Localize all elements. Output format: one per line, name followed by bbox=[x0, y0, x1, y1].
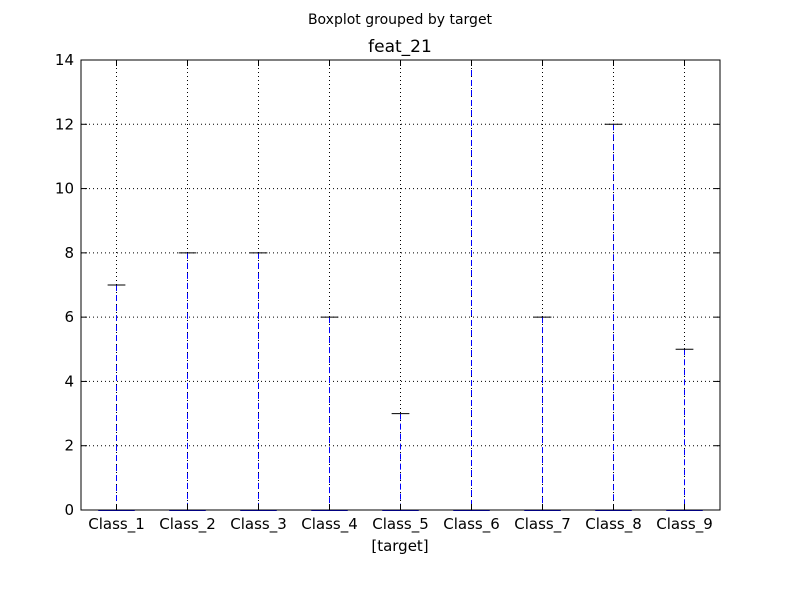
y-tick-label: 10 bbox=[55, 180, 74, 198]
x-tick-label: Class_5 bbox=[372, 515, 429, 534]
x-tick-label: Class_7 bbox=[514, 515, 571, 534]
y-tick-label: 6 bbox=[64, 308, 74, 326]
x-tick-label: Class_4 bbox=[301, 515, 358, 534]
y-tick-label: 14 bbox=[55, 51, 74, 69]
y-tick-label: 0 bbox=[64, 501, 74, 519]
x-tick-label: Class_9 bbox=[656, 515, 713, 534]
x-tick-label: Class_8 bbox=[585, 515, 642, 534]
y-tick-label: 8 bbox=[64, 244, 74, 262]
y-tick-label: 4 bbox=[64, 372, 74, 390]
y-tick-label: 12 bbox=[55, 115, 74, 133]
x-tick-label: Class_2 bbox=[159, 515, 216, 534]
box-series bbox=[98, 59, 703, 511]
chart-title: feat_21 bbox=[368, 37, 432, 57]
x-tick-label: Class_6 bbox=[443, 515, 500, 534]
x-tick-label: Class_1 bbox=[88, 515, 145, 534]
chart-suptitle: Boxplot grouped by target bbox=[308, 12, 493, 28]
y-tick-label: 2 bbox=[64, 437, 74, 455]
grid-lines bbox=[81, 59, 720, 511]
x-tick-label: Class_3 bbox=[230, 515, 287, 534]
axis-ticks: 0 2 4 6 8 10 12 14 Class_1 Class_2 Class_3 Class_4 C… bbox=[55, 51, 720, 534]
x-axis-label: [target] bbox=[371, 537, 428, 555]
